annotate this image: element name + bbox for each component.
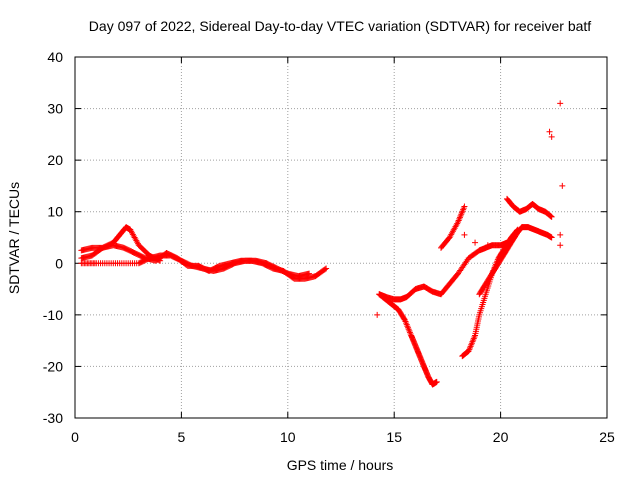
- data-point: [548, 234, 555, 241]
- x-tick-label: 5: [178, 429, 186, 445]
- chart-title: Day 097 of 2022, Sidereal Day-to-day VTE…: [89, 18, 592, 34]
- data-point-dense: [488, 271, 495, 278]
- y-tick-label: 0: [55, 255, 63, 271]
- x-tick-label: 0: [71, 429, 79, 445]
- data-point: [461, 231, 468, 238]
- x-tick-label: 20: [493, 429, 509, 445]
- axes: 0 5 10 15 20 25 40 30 20 10 0 -10 -20 -30: [43, 49, 615, 445]
- series-outliers: [374, 100, 566, 318]
- series-arc-3: [78, 252, 313, 280]
- series-arc-6: [438, 203, 468, 251]
- data-point: [557, 100, 564, 107]
- y-tick-label: 40: [47, 49, 63, 65]
- plot-frame: [74, 56, 608, 419]
- x-tick-label: 10: [280, 429, 296, 445]
- data-point: [514, 226, 521, 233]
- y-tick-label: -10: [43, 307, 63, 323]
- data-point: [323, 265, 330, 272]
- data-point: [306, 270, 313, 277]
- series-arc-1: [78, 242, 330, 282]
- grid-lines: [75, 57, 607, 418]
- x-tick-label: 25: [599, 429, 615, 445]
- data-point: [546, 128, 553, 135]
- data-point: [557, 231, 564, 238]
- series-arc-8: [476, 226, 521, 298]
- data-point: [157, 257, 164, 264]
- series-arc-4: [376, 291, 440, 388]
- data-point: [548, 213, 555, 220]
- data-points: [78, 100, 566, 388]
- x-tick-label: 15: [386, 429, 402, 445]
- data-point-dense: [513, 227, 520, 234]
- data-point: [433, 378, 440, 385]
- data-point-dense: [322, 266, 329, 273]
- series-arc-2: [78, 224, 164, 264]
- data-point: [484, 242, 491, 249]
- y-tick-label: -30: [43, 410, 63, 426]
- data-point-dense: [547, 212, 554, 219]
- y-axis-label: SDTVAR / TECUs: [6, 182, 22, 294]
- data-point-dense: [548, 213, 555, 220]
- series-arc-9: [503, 195, 555, 220]
- y-tick-label: 10: [47, 204, 63, 220]
- data-point: [548, 133, 555, 140]
- data-point: [557, 242, 564, 249]
- data-point: [461, 203, 468, 210]
- x-axis-label: GPS time / hours: [287, 457, 394, 473]
- y-tick-label: -20: [43, 358, 63, 374]
- series-arc-5: [376, 239, 510, 303]
- data-point: [559, 182, 566, 189]
- data-point: [472, 239, 479, 246]
- y-tick-label: 30: [47, 101, 63, 117]
- y-tick-label: 20: [47, 152, 63, 168]
- data-point: [374, 311, 381, 318]
- data-point-dense: [401, 315, 408, 322]
